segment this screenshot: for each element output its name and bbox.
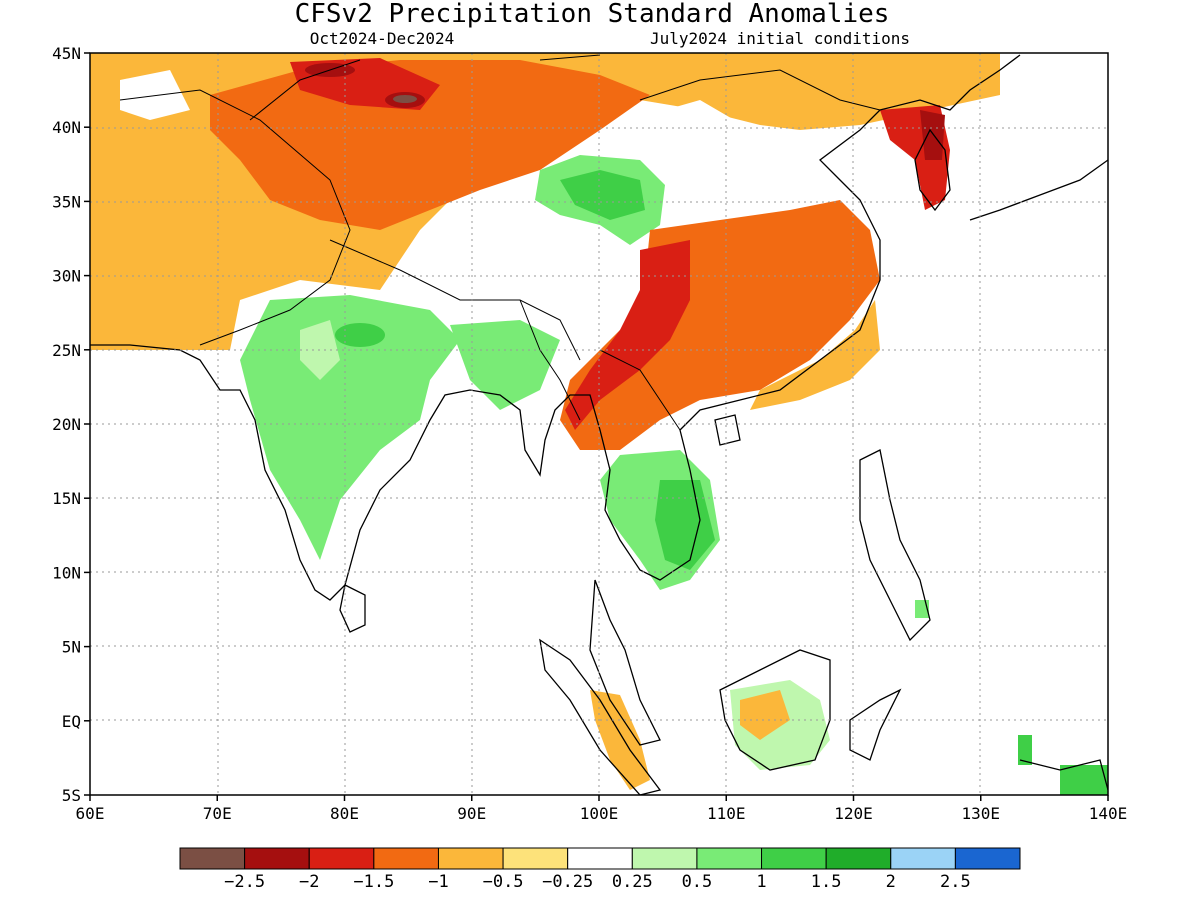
lat-label: 10N — [52, 563, 81, 582]
anomaly-region-north-west-china — [210, 60, 650, 230]
anomaly-region-bangladesh — [450, 320, 560, 410]
longitude-axis: 60E 70E 80E 90E 100E 110E 120E 130E 140E — [76, 795, 1128, 823]
anomaly-region-borneo-orange — [740, 690, 790, 740]
colorbar-label: −1.5 — [353, 872, 394, 892]
colorbar: −2.5 −2 −1.5 −1 −0.5 −0.25 0.25 0.5 1 1.5 2 2.5 — [179, 847, 1021, 892]
lon-label: 90E — [457, 804, 486, 823]
lat-label: 5N — [62, 638, 81, 657]
colorbar-swatch — [179, 847, 246, 870]
colorbar-swatch — [631, 847, 698, 870]
colorbar-label: −1 — [428, 872, 448, 892]
colorbar-label: 0.25 — [612, 872, 653, 892]
anomaly-region-india-core — [335, 323, 385, 347]
anomaly-region-korea-core — [920, 110, 945, 160]
colorbar-label: −0.5 — [483, 872, 524, 892]
lon-label: 120E — [834, 804, 873, 823]
colorbar-swatch — [308, 847, 375, 870]
grid-lines — [90, 53, 1108, 795]
colorbar-label: −2 — [299, 872, 319, 892]
lat-label: 45N — [52, 44, 81, 63]
colorbar-label: 2.5 — [940, 872, 971, 892]
lon-label: 110E — [707, 804, 746, 823]
latitude-axis: 45N 40N 35N 30N 25N 20N 15N 10N 5N EQ 5S — [52, 44, 90, 805]
lat-label: 40N — [52, 118, 81, 137]
anomaly-region-white-mongolia — [620, 100, 860, 240]
coastlines — [90, 54, 1108, 795]
lat-label: 35N — [52, 192, 81, 211]
colorbar-swatch — [244, 847, 310, 870]
lon-label: 100E — [580, 804, 619, 823]
lon-label: 80E — [330, 804, 359, 823]
anomaly-region-qinghai-core — [560, 170, 645, 220]
anomaly-region-sulawesi — [1018, 735, 1032, 765]
colorbar-swatch — [373, 847, 439, 870]
anomaly-region-indochina-core — [655, 480, 715, 570]
colorbar-swatch — [437, 847, 504, 870]
country-borders — [119, 54, 881, 431]
colorbar-label: 1.5 — [811, 872, 842, 892]
lat-label: 30N — [52, 267, 81, 286]
anomaly-region-brown-1 — [393, 95, 417, 103]
anomaly-region-south-china-edge — [750, 300, 880, 410]
forecast-period: Oct2024-Dec2024 — [310, 29, 455, 48]
lat-label: 25N — [52, 341, 81, 360]
anomaly-region-newguinea — [1060, 765, 1108, 795]
lat-label: EQ — [62, 712, 81, 731]
initial-conditions: July2024 initial conditions — [650, 29, 910, 48]
colorbar-label: −0.25 — [542, 872, 593, 892]
colorbar-label: 2 — [886, 872, 896, 892]
map-title: CFSv2 Precipitation Standard Anomalies — [295, 0, 890, 29]
anomaly-region-south-china-core — [565, 240, 690, 430]
lon-label: 130E — [961, 804, 1000, 823]
colorbar-swatch — [761, 847, 827, 870]
lon-label: 70E — [203, 804, 232, 823]
colorbar-swatch — [696, 847, 763, 870]
anomaly-region-sumatra — [590, 690, 650, 790]
colorbar-swatch — [825, 847, 892, 870]
anomaly-region-south-china — [560, 200, 880, 450]
colorbar-label: 0.5 — [682, 872, 713, 892]
colorbar-swatch — [890, 847, 956, 870]
lon-label: 60E — [76, 804, 105, 823]
lat-label: 20N — [52, 415, 81, 434]
colorbar-swatch — [502, 847, 569, 870]
lat-label: 15N — [52, 489, 81, 508]
colorbar-label: 1 — [756, 872, 766, 892]
anomaly-region-white-westasia — [120, 70, 190, 120]
anomaly-region-india — [240, 295, 460, 560]
lat-label: 5S — [62, 786, 81, 805]
colorbar-swatch — [567, 847, 633, 870]
colorbar-swatch — [954, 847, 1021, 870]
lon-label: 140E — [1089, 804, 1128, 823]
colorbar-label: −2.5 — [224, 872, 265, 892]
